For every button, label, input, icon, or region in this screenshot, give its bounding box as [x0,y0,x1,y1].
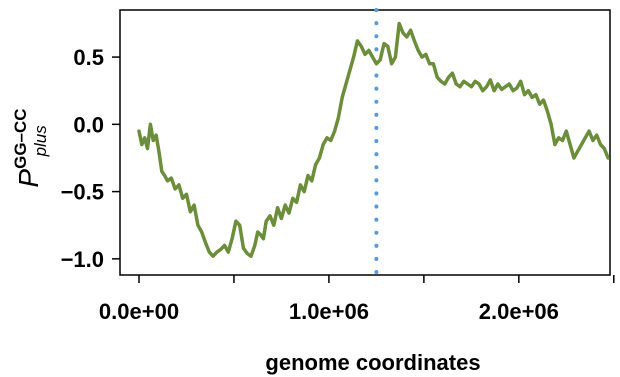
x-tick-label: 1.0e+06 [289,299,369,324]
y-tick-label: −0.5 [61,180,104,205]
y-axis-ticks: −1.0 −0.5 0.0 0.5 [61,45,120,272]
series-line [137,21,610,258]
plot-frame [119,9,611,276]
x-tick-label: 0.0e+00 [99,299,179,324]
y-tick-label: 0.0 [73,112,104,137]
y-tick-label: 0.5 [73,45,104,70]
y-axis-title-main: P [13,169,44,188]
x-axis-ticks: 0.0e+00 1.0e+06 2.0e+06 [99,275,615,324]
series-layer [137,21,610,258]
y-axis-title: PGG–CCplus [11,108,50,187]
y-axis-title-subscript: plus [31,125,50,158]
y-tick-label: −1.0 [61,247,104,272]
x-tick-label: 2.0e+06 [479,299,559,324]
x-axis-title: genome coordinates [265,350,480,375]
y-axis-title-superscript: GG–CC [11,108,30,168]
